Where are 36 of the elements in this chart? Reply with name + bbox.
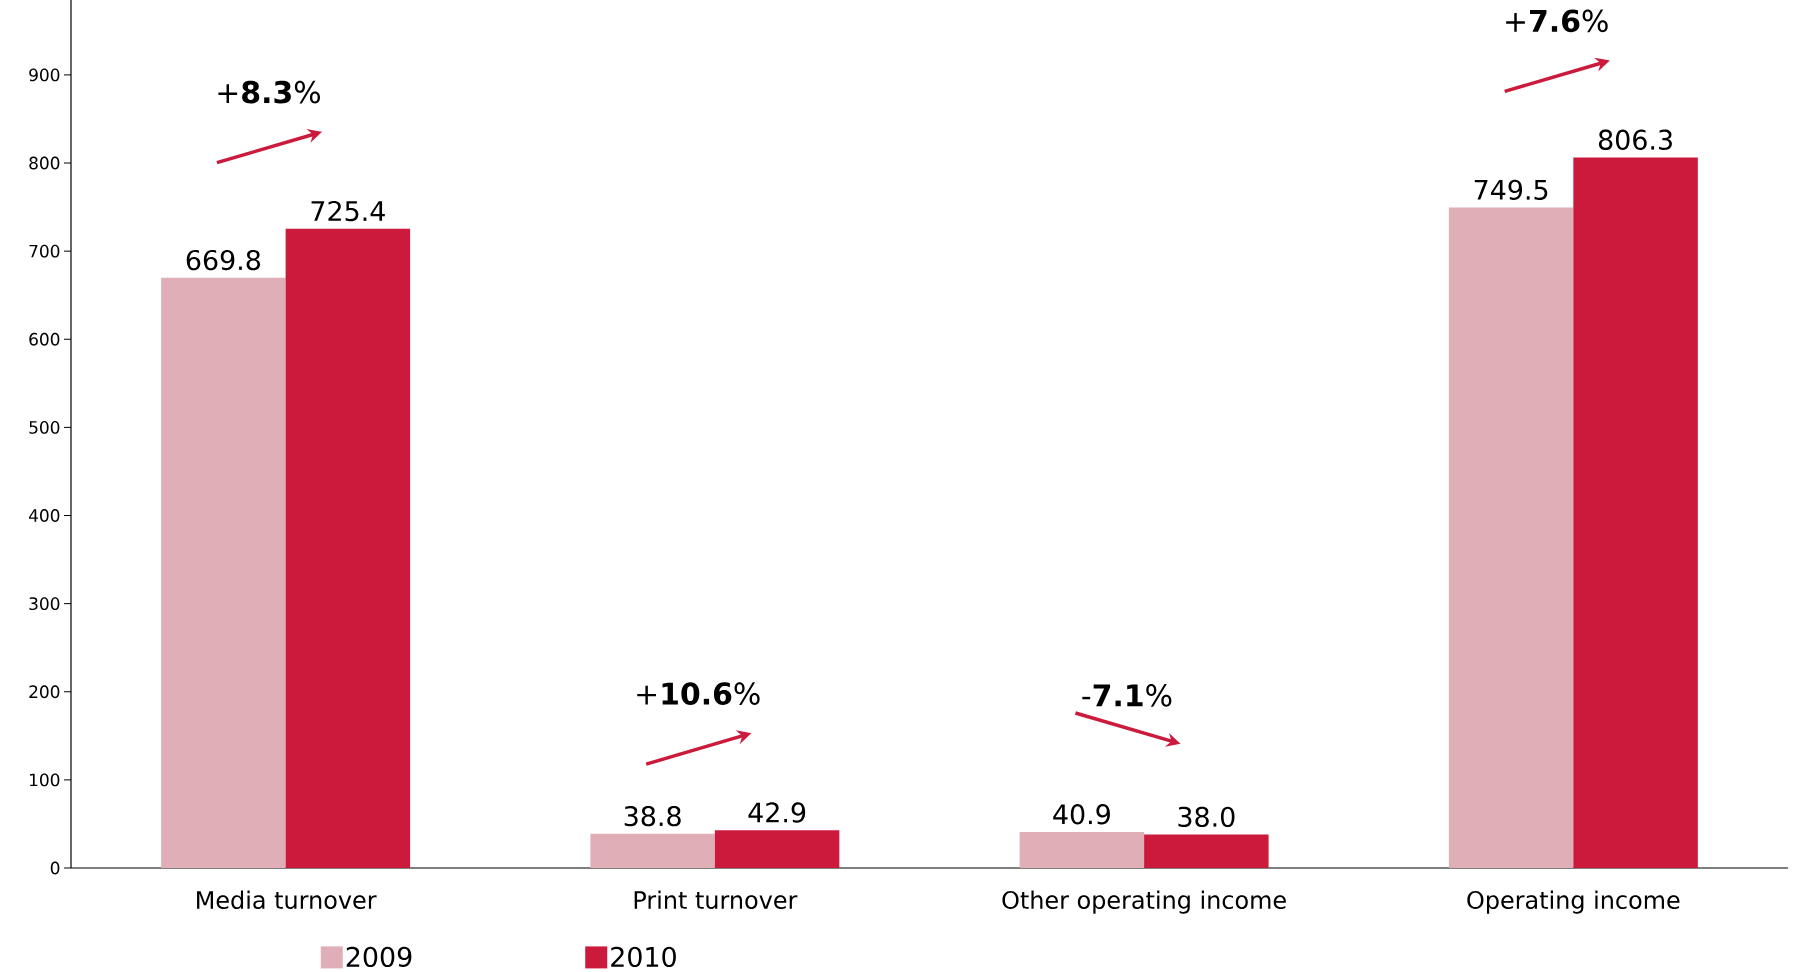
x-tick-label: Print turnover bbox=[634, 890, 798, 910]
bar bbox=[590, 833, 715, 868]
y-tick-label: 200 bbox=[29, 685, 60, 699]
annotation: +10.6% bbox=[637, 682, 760, 705]
x-tick-label: Other operating income bbox=[1002, 890, 1286, 914]
bar bbox=[1144, 834, 1269, 868]
x-tick-label: Media turnover bbox=[197, 890, 377, 910]
legend-label: 2010 bbox=[611, 946, 676, 968]
data-label: 749.5 bbox=[1474, 179, 1548, 200]
data-label: 38.0 bbox=[1178, 806, 1235, 827]
data-label: 806.3 bbox=[1598, 129, 1672, 150]
bar bbox=[285, 228, 411, 868]
y-tick-label: 300 bbox=[29, 597, 60, 611]
annotation: +7.6% bbox=[1506, 9, 1608, 33]
y-tick-label: 0 bbox=[50, 861, 60, 875]
x-tick-label: Operating income bbox=[1467, 890, 1680, 914]
bar bbox=[161, 277, 286, 868]
bar bbox=[1573, 157, 1698, 868]
y-tick-label: 600 bbox=[29, 332, 60, 346]
bar bbox=[1448, 207, 1574, 868]
y-tick-label: 700 bbox=[29, 244, 60, 258]
bar bbox=[714, 830, 840, 868]
y-tick-label: 900 bbox=[29, 68, 60, 82]
annotation: -7.1% bbox=[1082, 684, 1172, 707]
y-tick-label: 800 bbox=[29, 156, 60, 170]
legend-label: 2009 bbox=[346, 946, 412, 968]
bar bbox=[1019, 831, 1145, 868]
data-label: 725.4 bbox=[311, 200, 385, 222]
annotation: +8.3% bbox=[218, 80, 320, 104]
data-label: 40.9 bbox=[1053, 804, 1110, 825]
y-tick-label: 100 bbox=[30, 773, 60, 787]
data-label: 42.9 bbox=[748, 802, 806, 823]
data-label: 669.8 bbox=[186, 249, 261, 271]
y-tick-label: 500 bbox=[29, 420, 60, 434]
y-tick-label: 400 bbox=[28, 509, 60, 522]
data-label: 38.8 bbox=[624, 805, 681, 827]
